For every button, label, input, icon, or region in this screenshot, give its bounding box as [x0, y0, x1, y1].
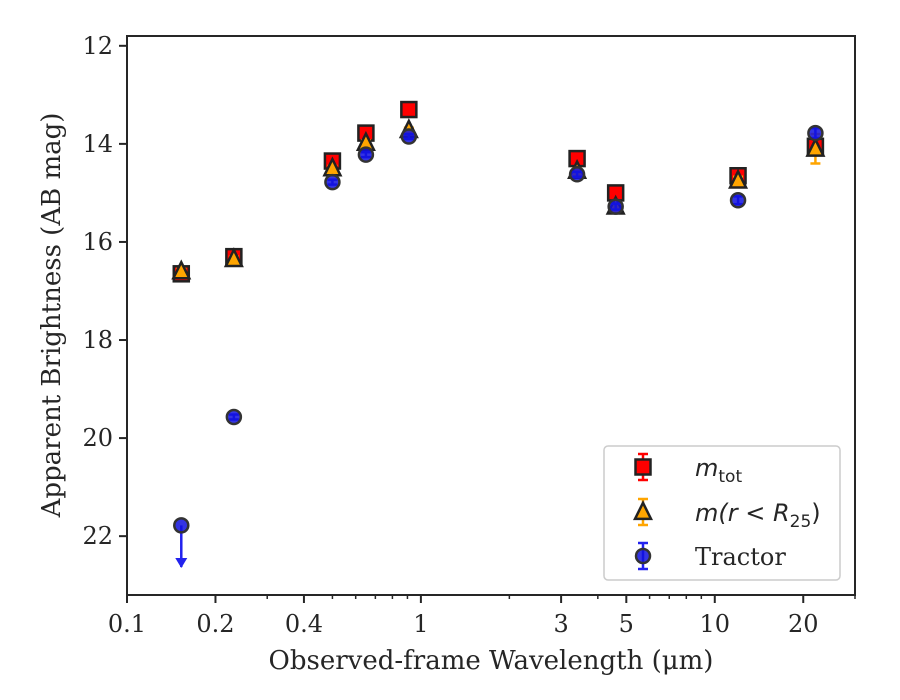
data-point: [400, 128, 418, 145]
data-point: [171, 259, 192, 280]
y-tick-label: 16: [82, 228, 113, 256]
y-tick-label: 20: [82, 424, 113, 452]
data-point: [607, 198, 624, 215]
axis-ticks: 0.1 0.2 0.4 1 3 5 10 20 12 14 16 18 20 22: [82, 32, 856, 638]
x-tick-label: 1: [413, 610, 428, 638]
y-tick-label: 12: [82, 32, 113, 60]
data-point: [324, 173, 341, 191]
data-point: [357, 146, 375, 163]
legend-label: Tractor: [695, 543, 786, 571]
legend: mtot m(r < R25) Tractor: [603, 445, 841, 581]
data-point: [729, 192, 747, 209]
data-point: [225, 408, 243, 426]
legend-box: [603, 445, 841, 581]
y-tick-label: 18: [82, 326, 113, 354]
data-point: [568, 166, 586, 183]
y-axis-title: Apparent Brightness (AB mag): [37, 113, 67, 519]
x-tick-label: 20: [788, 610, 819, 638]
plot-frame: [126, 35, 856, 596]
x-tick-label: 0.2: [196, 610, 234, 638]
data-point: [807, 124, 824, 142]
data-point: [223, 247, 244, 268]
legend-marker: [634, 547, 652, 565]
y-tick-label: 22: [82, 522, 113, 550]
data-point: [400, 100, 418, 119]
legend-marker: [632, 499, 654, 521]
data-point: [805, 136, 826, 157]
upper-limit-arrowhead: [175, 558, 188, 569]
legend-label: mtot: [695, 454, 742, 487]
x-tick-label: 5: [619, 610, 634, 638]
x-tick-label: 0.4: [285, 610, 323, 638]
series-circle: [173, 124, 824, 569]
legend-label: m(r < R25): [695, 499, 821, 532]
x-tick-label: 0.1: [108, 610, 146, 638]
legend-marker: [634, 458, 652, 476]
x-tick-label: 10: [700, 610, 731, 638]
x-axis-title: Observed-frame Wavelength (μm): [269, 646, 714, 676]
x-tick-label: 3: [553, 610, 568, 638]
data-point: [173, 517, 190, 534]
data-point: [728, 168, 749, 189]
y-tick-label: 14: [82, 130, 113, 158]
data-marks: [171, 100, 826, 569]
